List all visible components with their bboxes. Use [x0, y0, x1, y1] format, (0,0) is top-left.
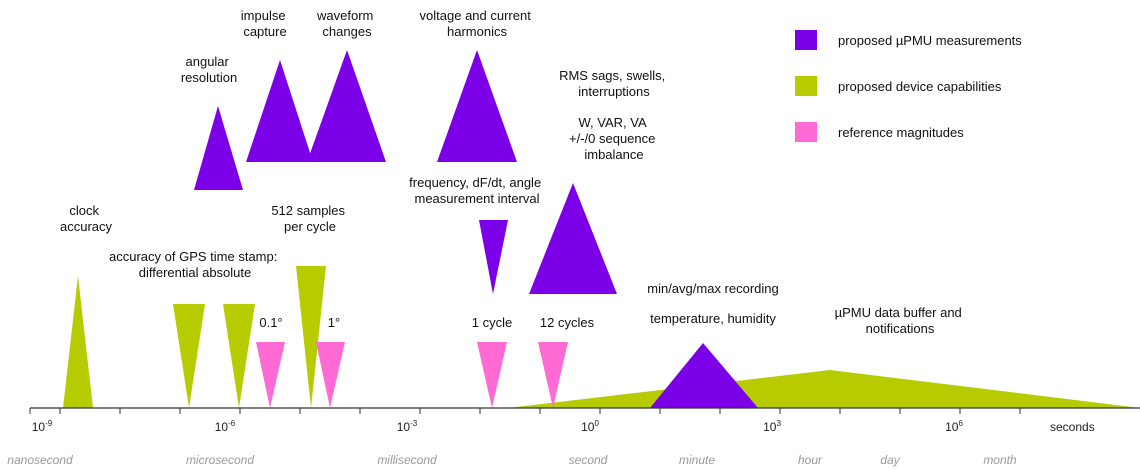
legend-label: proposed µPMU measurements — [838, 33, 1022, 48]
min-max-recording-label: min/avg/max recording — [647, 281, 779, 296]
time-unit-label: microsecond — [186, 453, 254, 467]
purple-harmonics-triangle — [437, 50, 517, 162]
time-unit-label: hour — [798, 453, 823, 467]
green-gps-absolute-triangle — [223, 304, 255, 408]
axis-tick-label: 10-3 — [397, 419, 418, 434]
rms-label: RMS sags, swells, interruptions — [559, 68, 669, 99]
purple-waveform-changes-triangle — [307, 50, 386, 162]
axis-tick-label: 10-6 — [215, 419, 236, 434]
clock-accuracy-label: clock accuracy — [60, 203, 113, 234]
legend: proposed µPMU measurements proposed devic… — [795, 30, 1022, 142]
axis-tick-labels: 10-9 10-6 10-3 100 103 106 — [32, 419, 964, 434]
data-buffer-label: µPMU data buffer and notifications — [835, 305, 966, 336]
green-clock-accuracy-triangle — [63, 276, 93, 408]
0.1-degree-label: 0.1° — [259, 315, 282, 330]
time-unit-label: millisecond — [377, 453, 437, 467]
axis-tick-label: 10-9 — [32, 419, 53, 434]
diagram-shapes — [63, 50, 1140, 408]
gps-accuracy-label: accuracy of GPS time stamp: differential… — [109, 249, 281, 280]
512-samples-label: 512 samples per cycle — [271, 203, 348, 234]
pink-1-cycle-triangle — [477, 342, 507, 408]
pink-0.1-degree-triangle — [256, 342, 285, 408]
harmonics-label: voltage and current harmonics — [420, 8, 535, 39]
waveform-changes-label: waveform changes — [316, 8, 377, 39]
legend-swatch — [795, 76, 817, 96]
1-cycle-label: 1 cycle — [472, 315, 512, 330]
axis-unit-label: seconds — [1050, 420, 1095, 434]
frequency-label: frequency, dF/dt, angle measurement inte… — [409, 175, 545, 206]
1-degree-label: 1° — [328, 315, 340, 330]
angular-resolution-label: angular resolution — [181, 54, 237, 85]
axis-tick-label: 103 — [763, 419, 781, 434]
axis-tick-label: 100 — [581, 419, 599, 434]
green-512-samples-triangle — [296, 266, 326, 408]
pink-12-cycles-triangle — [538, 342, 568, 408]
time-unit-labels: nanosecond microsecond millisecond second mi… — [7, 453, 1017, 467]
purple-impulse-capture-triangle — [246, 60, 313, 162]
time-unit-label: month — [983, 453, 1017, 467]
pink-1-degree-triangle — [316, 342, 345, 408]
purple-frequency-triangle — [479, 220, 508, 294]
time-unit-label: minute — [679, 453, 715, 467]
12-cycles-label: 12 cycles — [540, 315, 595, 330]
legend-swatch — [795, 30, 817, 50]
annotation-labels: impulse capture waveform changes voltage… — [60, 8, 966, 336]
axis-tick-label: 106 — [945, 419, 963, 434]
time-unit-label: second — [569, 453, 608, 467]
legend-label: reference magnitudes — [838, 125, 964, 140]
temperature-label: temperature, humidity — [650, 311, 776, 326]
axis-ticks — [29, 408, 1021, 414]
time-unit-label: nanosecond — [7, 453, 73, 467]
purple-rms-triangle — [529, 183, 617, 294]
purple-min-max-triangle — [650, 343, 758, 408]
power-label: W, VAR, VA +/-/0 sequence imbalance — [569, 115, 659, 162]
legend-swatch — [795, 122, 817, 142]
green-gps-differential-triangle — [173, 304, 205, 408]
time-unit-label: day — [880, 453, 900, 467]
purple-angular-resolution-triangle — [194, 106, 243, 190]
green-data-buffer-triangle — [508, 370, 1140, 408]
legend-label: proposed device capabilities — [838, 79, 1002, 94]
impulse-capture-label: impulse capture — [241, 8, 289, 39]
